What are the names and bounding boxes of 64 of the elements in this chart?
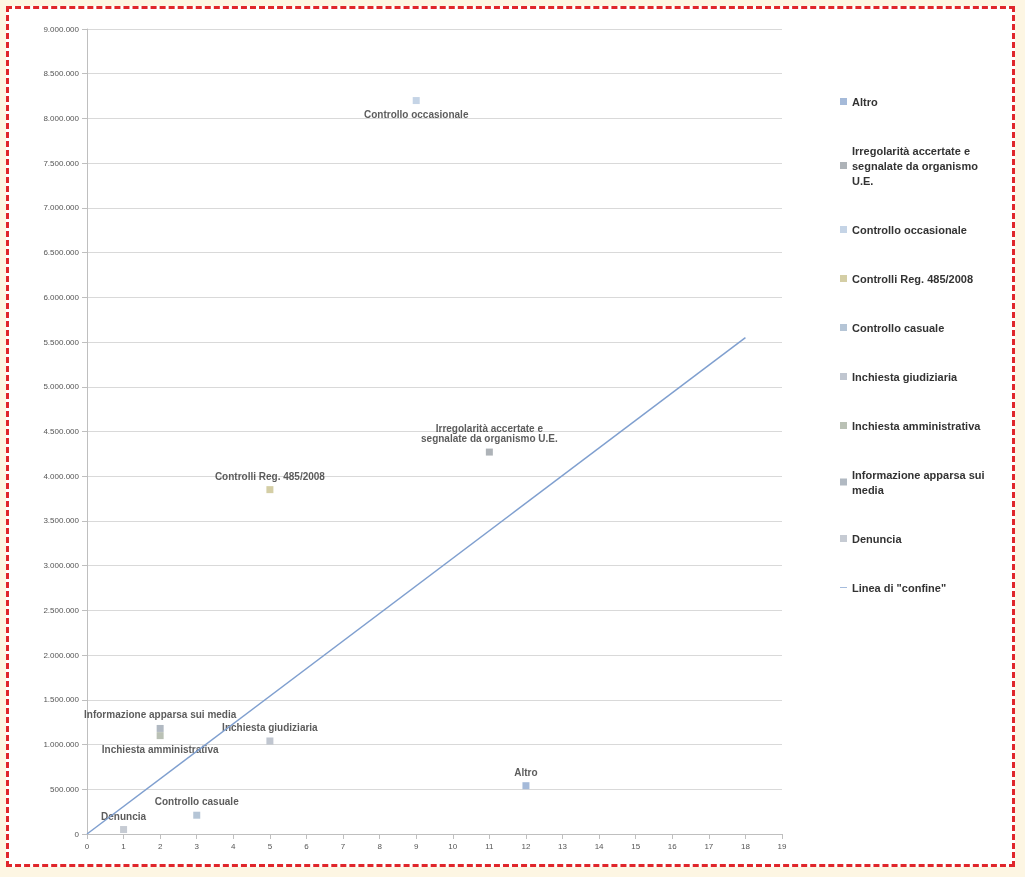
y-tick-label: 2.000.000 bbox=[43, 650, 80, 660]
y-tick-label: 3.500.000 bbox=[43, 516, 80, 526]
x-tick-label: 16 bbox=[667, 841, 678, 851]
legend-label: Controlli Reg. 485/2008 bbox=[852, 272, 974, 285]
y-tick-label: 1.000.000 bbox=[43, 740, 80, 750]
point bbox=[120, 826, 128, 834]
legend-label: Irregolarità accertate e segnalate da organismo U.E. bbox=[852, 144, 981, 187]
text: Controlli Reg. 485/2008 bbox=[214, 470, 325, 482]
point bbox=[412, 97, 420, 105]
legend-label: Inchiesta amministrativa bbox=[852, 419, 982, 432]
point bbox=[266, 737, 274, 745]
y-tick-label: 7.000.000 bbox=[43, 203, 80, 213]
x-tick-label: 1 bbox=[121, 841, 127, 851]
legend-label: Altro bbox=[852, 95, 878, 108]
x-tick-label: 4 bbox=[231, 841, 237, 851]
y-tick-label: 4.000.000 bbox=[43, 471, 80, 481]
legend-label: Controllo casuale bbox=[852, 321, 945, 334]
text: Controllo casuale bbox=[154, 796, 239, 808]
x-tick-label: 14 bbox=[594, 841, 605, 851]
x-tick-label: 18 bbox=[740, 841, 751, 851]
y-tick-label: 3.000.000 bbox=[43, 561, 80, 571]
x-tick-label: 0 bbox=[84, 841, 90, 851]
y-tick-label: 9.000.000 bbox=[43, 24, 80, 34]
y-tick-label: 1.500.000 bbox=[43, 695, 80, 705]
point bbox=[193, 811, 201, 819]
y-tick-label: 0 bbox=[74, 829, 80, 839]
x-tick-label: 8 bbox=[377, 841, 383, 851]
x-tick-label: 13 bbox=[558, 841, 568, 851]
x-tick-label: 11 bbox=[485, 841, 495, 851]
point bbox=[156, 732, 164, 740]
point bbox=[266, 486, 274, 494]
point bbox=[156, 724, 164, 732]
text: Altro bbox=[514, 766, 538, 778]
point bbox=[485, 448, 493, 456]
x-tick-label: 17 bbox=[704, 841, 714, 851]
y-tick-label: 4.500.000 bbox=[43, 427, 80, 436]
text: Irregolarità accertate e segnalate da organismo U.E. bbox=[421, 423, 558, 445]
x-tick-label: 12 bbox=[521, 841, 531, 851]
y-tick-label: 500.000 bbox=[50, 784, 80, 794]
point bbox=[522, 782, 530, 790]
y-tick-label: 6.000.000 bbox=[43, 292, 80, 302]
legend-label: Informazione apparsa sui media bbox=[852, 468, 988, 496]
y-tick-label: 6.500.000 bbox=[43, 248, 80, 258]
x-tick-label: 7 bbox=[340, 841, 346, 851]
y-tick-label: 7.500.000 bbox=[43, 158, 80, 168]
y-tick-label: 2.500.000 bbox=[43, 605, 80, 615]
y-tick-label: 8.500.000 bbox=[43, 69, 80, 79]
legend-label: Linea di "confine" bbox=[852, 581, 947, 594]
legend-label: Denuncia bbox=[852, 532, 903, 545]
x-tick-label: 6 bbox=[304, 841, 310, 851]
x-tick-label: 19 bbox=[777, 841, 787, 851]
y-tick-label: 5.500.000 bbox=[43, 337, 80, 347]
legend-label: Inchiesta giudiziaria bbox=[852, 370, 959, 383]
y-tick-label: 5.000.000 bbox=[43, 382, 80, 392]
x-tick-label: 15 bbox=[631, 841, 641, 851]
y-tick-label: 8.000.000 bbox=[43, 113, 80, 123]
text: Controllo occasionale bbox=[363, 108, 469, 120]
x-tick-label: 3 bbox=[194, 841, 200, 851]
text: Informazione apparsa sui media bbox=[84, 709, 237, 721]
x-tick-label: 10 bbox=[448, 841, 458, 851]
legend-label: Controllo occasionale bbox=[852, 223, 967, 236]
x-tick-label: 5 bbox=[267, 841, 273, 851]
x-tick-label: 2 bbox=[157, 841, 163, 851]
x-tick-label: 9 bbox=[413, 841, 419, 851]
